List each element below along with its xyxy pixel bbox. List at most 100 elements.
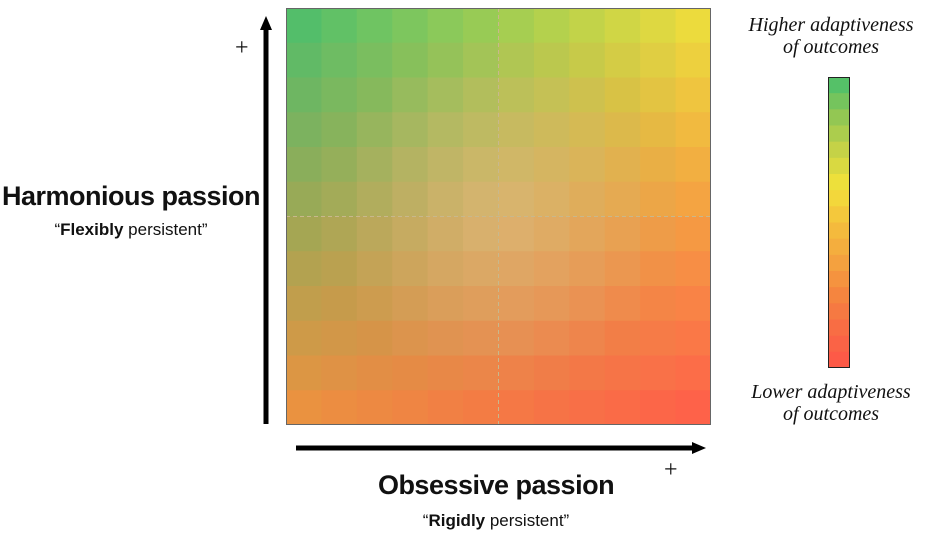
colorbar-segment [828, 351, 850, 368]
heatmap-cell [604, 8, 641, 44]
heatmap-cell [427, 286, 464, 322]
heatmap-cell [498, 251, 535, 287]
legend-high-line1: Higher adaptiveness [748, 14, 914, 36]
heatmap-cell [569, 181, 606, 218]
heatmap-cell [321, 390, 358, 425]
heatmap-cell [604, 355, 641, 391]
heatmap-cell [427, 112, 464, 148]
heatmap-cell [498, 112, 535, 148]
heatmap-cell [604, 112, 641, 148]
heatmap-cell [498, 216, 535, 252]
heatmap-cell [604, 77, 641, 113]
heatmap-cell [392, 77, 429, 113]
heatmap-cell [356, 355, 393, 391]
heatmap-cell [463, 286, 500, 322]
heatmap-cell [427, 251, 464, 287]
colorbar-segment [828, 190, 850, 207]
heatmap-cell [392, 390, 429, 425]
heatmap-cell [356, 77, 393, 113]
heatmap-cell [286, 390, 323, 425]
heatmap-cell [675, 8, 711, 44]
heatmap-cell [675, 77, 711, 113]
heatmap-cell [569, 8, 606, 44]
heatmap-cell [604, 147, 641, 183]
heatmap-cell [675, 181, 711, 218]
heatmap-cell [640, 42, 677, 79]
heatmap-cell [286, 181, 323, 218]
heatmap-cell [533, 112, 570, 148]
heatmap-cell [321, 320, 358, 357]
heatmap-cell [356, 181, 393, 218]
heatmap-cell [392, 286, 429, 322]
heatmap-cell [569, 147, 606, 183]
heatmap-cell [675, 355, 711, 391]
colorbar-segment [828, 238, 850, 256]
heatmap-cell [392, 355, 429, 391]
heatmap-border [286, 8, 711, 425]
colorbar-segment [828, 222, 850, 240]
heatmap-cell [356, 8, 393, 44]
heatmap-cell [356, 286, 393, 322]
y-axis-arrow [260, 16, 272, 424]
heatmap-cell [533, 42, 570, 79]
heatmap-cell [321, 216, 358, 252]
heatmap-cell [675, 390, 711, 425]
colorbar-segment [828, 206, 850, 223]
heatmap-cell [533, 251, 570, 287]
heatmap-cell [463, 251, 500, 287]
colorbar-segment [828, 109, 850, 126]
heatmap-cell [498, 77, 535, 113]
heatmap-cell [569, 42, 606, 79]
y-axis-title: Harmonious passion [1, 181, 261, 211]
heatmap-cell [675, 112, 711, 148]
legend-high-line2: of outcomes [782, 36, 880, 58]
legend-low-label: Lower adaptiveness of outcomes [726, 381, 936, 425]
heatmap-cell [321, 8, 358, 44]
heatmap-cell [604, 320, 641, 357]
heatmap-cell [356, 320, 393, 357]
heatmap-cell [569, 320, 606, 357]
colorbar [828, 77, 850, 368]
heatmap-cell [675, 251, 711, 287]
heatmap-cell [463, 390, 500, 425]
x-subtitle-bold: Rigidly [428, 511, 486, 530]
colorbar-segment [828, 141, 850, 159]
heatmap-cell [463, 181, 500, 218]
heatmap-cell [498, 320, 535, 357]
x-subtitle-rest: persistent” [485, 511, 570, 530]
heatmap-cell [463, 355, 500, 391]
heatmap-cell [569, 390, 606, 425]
heatmap-cell [321, 251, 358, 287]
heatmap-cell [498, 286, 535, 322]
colorbar-segment [828, 303, 850, 320]
y-axis-plus: + [235, 35, 249, 61]
heatmap-cell [533, 286, 570, 322]
heatmap-cell [286, 251, 323, 287]
heatmap-cell [604, 42, 641, 79]
heatmap-cell [286, 147, 323, 183]
heatmap-cell [321, 147, 358, 183]
heatmap-cell [427, 147, 464, 183]
heatmap-cell [569, 216, 606, 252]
colorbar-segment [828, 93, 850, 110]
heatmap-cell [569, 286, 606, 322]
heatmap-cell [427, 390, 464, 425]
colorbar-segment [828, 271, 850, 288]
heatmap-cell [392, 181, 429, 218]
heatmap-cell [533, 355, 570, 391]
heatmap-cell [427, 320, 464, 357]
heatmap-cell [498, 355, 535, 391]
heatmap-cell [392, 8, 429, 44]
colorbar-segment [828, 174, 850, 191]
heatmap-cell [427, 355, 464, 391]
heatmap-cell [533, 147, 570, 183]
heatmap-cell [569, 77, 606, 113]
heatmap-cell [356, 216, 393, 252]
y-axis-subtitle: “Flexibly persistent” [0, 220, 262, 240]
y-subtitle-bold: Flexibly [60, 220, 124, 239]
heatmap-cell [463, 8, 500, 44]
heatmap-cell [286, 77, 323, 113]
heatmap-cell [427, 8, 464, 44]
heatmap-cell [321, 286, 358, 322]
heatmap-cell [463, 112, 500, 148]
